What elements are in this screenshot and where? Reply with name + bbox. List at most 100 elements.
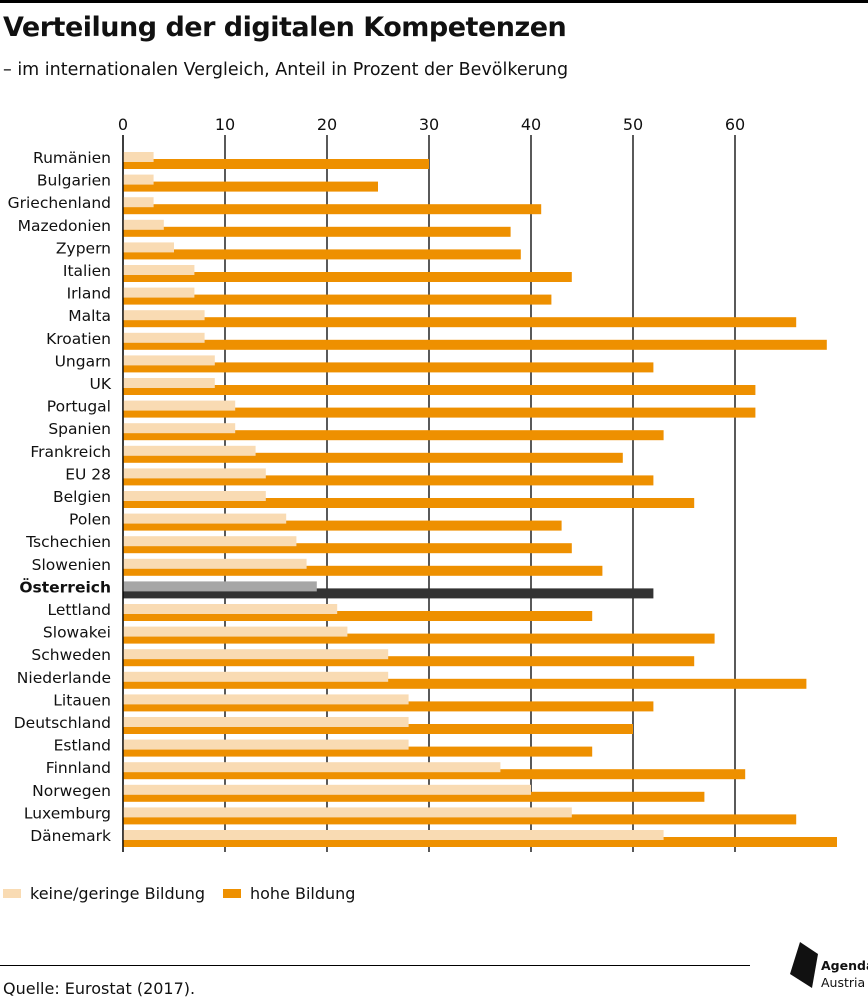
category-label-deutschland: Deutschland — [14, 714, 111, 732]
bar-low-frankreich — [123, 445, 256, 456]
bar-low-uk — [123, 378, 215, 388]
category-label-dänemark: Dänemark — [30, 827, 111, 845]
bar-low-belgien — [123, 491, 266, 501]
legend-label-low: keine/geringe Bildung — [30, 884, 206, 903]
bar-high-frankreich — [123, 452, 623, 463]
bar-high-deutschland — [123, 724, 633, 734]
category-label-luxemburg: Luxemburg — [24, 804, 111, 822]
bar-high-litauen — [123, 701, 654, 712]
bar-low-irland — [123, 287, 195, 298]
category-label-niederlande: Niederlande — [17, 669, 111, 687]
category-label-finnland: Finnland — [46, 759, 111, 777]
legend-swatch-high — [223, 889, 241, 898]
logo-mark-icon — [790, 942, 818, 988]
bar-high-österreich — [123, 588, 654, 599]
bar-high-malta — [123, 317, 797, 328]
bar-high-griechenland — [123, 204, 542, 215]
category-label-malta: Malta — [68, 307, 111, 325]
bar-low-eu-28 — [123, 468, 266, 479]
category-label-kroatien: Kroatien — [46, 330, 111, 348]
chart-subtitle: – im internationalen Vergleich, Anteil i… — [3, 60, 569, 80]
bar-high-spanien — [123, 430, 664, 441]
category-label-rumänien: Rumänien — [33, 149, 111, 167]
x-tick-label-20: 20 — [317, 115, 337, 134]
logo-text-agenda: Agenda — [821, 958, 868, 973]
bar-high-belgien — [123, 498, 695, 508]
category-label-belgien: Belgien — [53, 488, 111, 506]
bar-low-lettland — [123, 604, 338, 614]
bar-low-bulgarien — [123, 174, 154, 185]
category-label-polen: Polen — [69, 511, 111, 529]
bar-low-rumänien — [123, 152, 154, 162]
x-tick-label-10: 10 — [215, 115, 235, 134]
legend-item-high: hohe Bildung — [223, 884, 355, 903]
x-tick-label-50: 50 — [623, 115, 643, 134]
legend-swatch-low — [3, 889, 21, 898]
bar-high-zypern — [123, 249, 521, 260]
bar-low-italien — [123, 265, 195, 275]
legend-item-low: keine/geringe Bildung — [3, 884, 205, 903]
bar-high-mazedonien — [123, 226, 511, 237]
logo-text-austria: Austria — [821, 975, 866, 990]
bottom-rule — [0, 965, 750, 966]
category-label-zypern: Zypern — [56, 239, 111, 257]
bar-low-ungarn — [123, 355, 215, 366]
bar-low-spanien — [123, 423, 236, 434]
bar-high-ungarn — [123, 362, 654, 373]
category-label-estland: Estland — [54, 737, 111, 755]
bar-high-eu-28 — [123, 475, 654, 486]
bar-high-tschechien — [123, 543, 572, 554]
bar-low-zypern — [123, 242, 174, 253]
bar-low-litauen — [123, 694, 409, 705]
bar-low-slowakei — [123, 626, 348, 637]
bar-low-polen — [123, 513, 287, 524]
category-label-eu-28: EU 28 — [65, 465, 111, 483]
top-rule — [0, 0, 868, 3]
category-label-lettland: Lettland — [47, 601, 111, 619]
bar-low-dänemark — [123, 830, 664, 840]
category-label-italien: Italien — [63, 262, 111, 280]
bar-high-polen — [123, 520, 562, 531]
bar-high-bulgarien — [123, 181, 378, 192]
bar-low-österreich — [123, 581, 317, 592]
x-tick-label-0: 0 — [118, 115, 128, 134]
category-label-frankreich: Frankreich — [30, 443, 111, 461]
bar-high-norwegen — [123, 791, 705, 802]
bar-low-kroatien — [123, 332, 205, 343]
bar-low-luxemburg — [123, 807, 572, 818]
bar-low-estland — [123, 739, 409, 750]
category-label-ungarn: Ungarn — [55, 352, 111, 370]
bar-low-niederlande — [123, 671, 389, 682]
bar-low-griechenland — [123, 197, 154, 208]
x-tick-label-30: 30 — [419, 115, 439, 134]
source-note: Quelle: Eurostat (2017). — [3, 979, 196, 998]
bar-high-finnland — [123, 769, 746, 780]
category-label-bulgarien: Bulgarien — [37, 172, 111, 190]
bar-high-portugal — [123, 407, 756, 418]
bar-low-portugal — [123, 400, 236, 411]
category-label-mazedonien: Mazedonien — [18, 217, 111, 235]
bar-chart: 0 10 20 30 40 50 60 Rumänien Bulgarien Griechenla… — [8, 115, 837, 852]
bar-low-finnland — [123, 762, 501, 773]
category-label-griechenland: Griechenland — [8, 194, 111, 212]
bar-high-niederlande — [123, 678, 807, 689]
bar-high-luxemburg — [123, 814, 797, 825]
bar-high-slowakei — [123, 633, 715, 644]
category-label-tschechien: Tschechien — [25, 533, 111, 551]
category-label-österreich: Österreich — [19, 577, 111, 596]
category-label-slowenien: Slowenien — [32, 556, 111, 574]
bar-high-slowenien — [123, 565, 603, 576]
category-label-irland: Irland — [67, 285, 111, 303]
bar-high-uk — [123, 385, 756, 395]
bar-high-irland — [123, 294, 552, 305]
bar-high-estland — [123, 746, 593, 757]
agenda-austria-logo: Agenda Austria — [788, 940, 868, 1000]
bar-low-malta — [123, 310, 205, 321]
category-label-schweden: Schweden — [31, 646, 111, 664]
chart-title: Verteilung der digitalen Kompetenzen — [3, 12, 567, 43]
bar-high-lettland — [123, 611, 593, 621]
category-label-uk: UK — [89, 375, 111, 393]
x-tick-label-40: 40 — [521, 115, 541, 134]
bar-high-kroatien — [123, 339, 827, 350]
bar-low-schweden — [123, 649, 389, 660]
